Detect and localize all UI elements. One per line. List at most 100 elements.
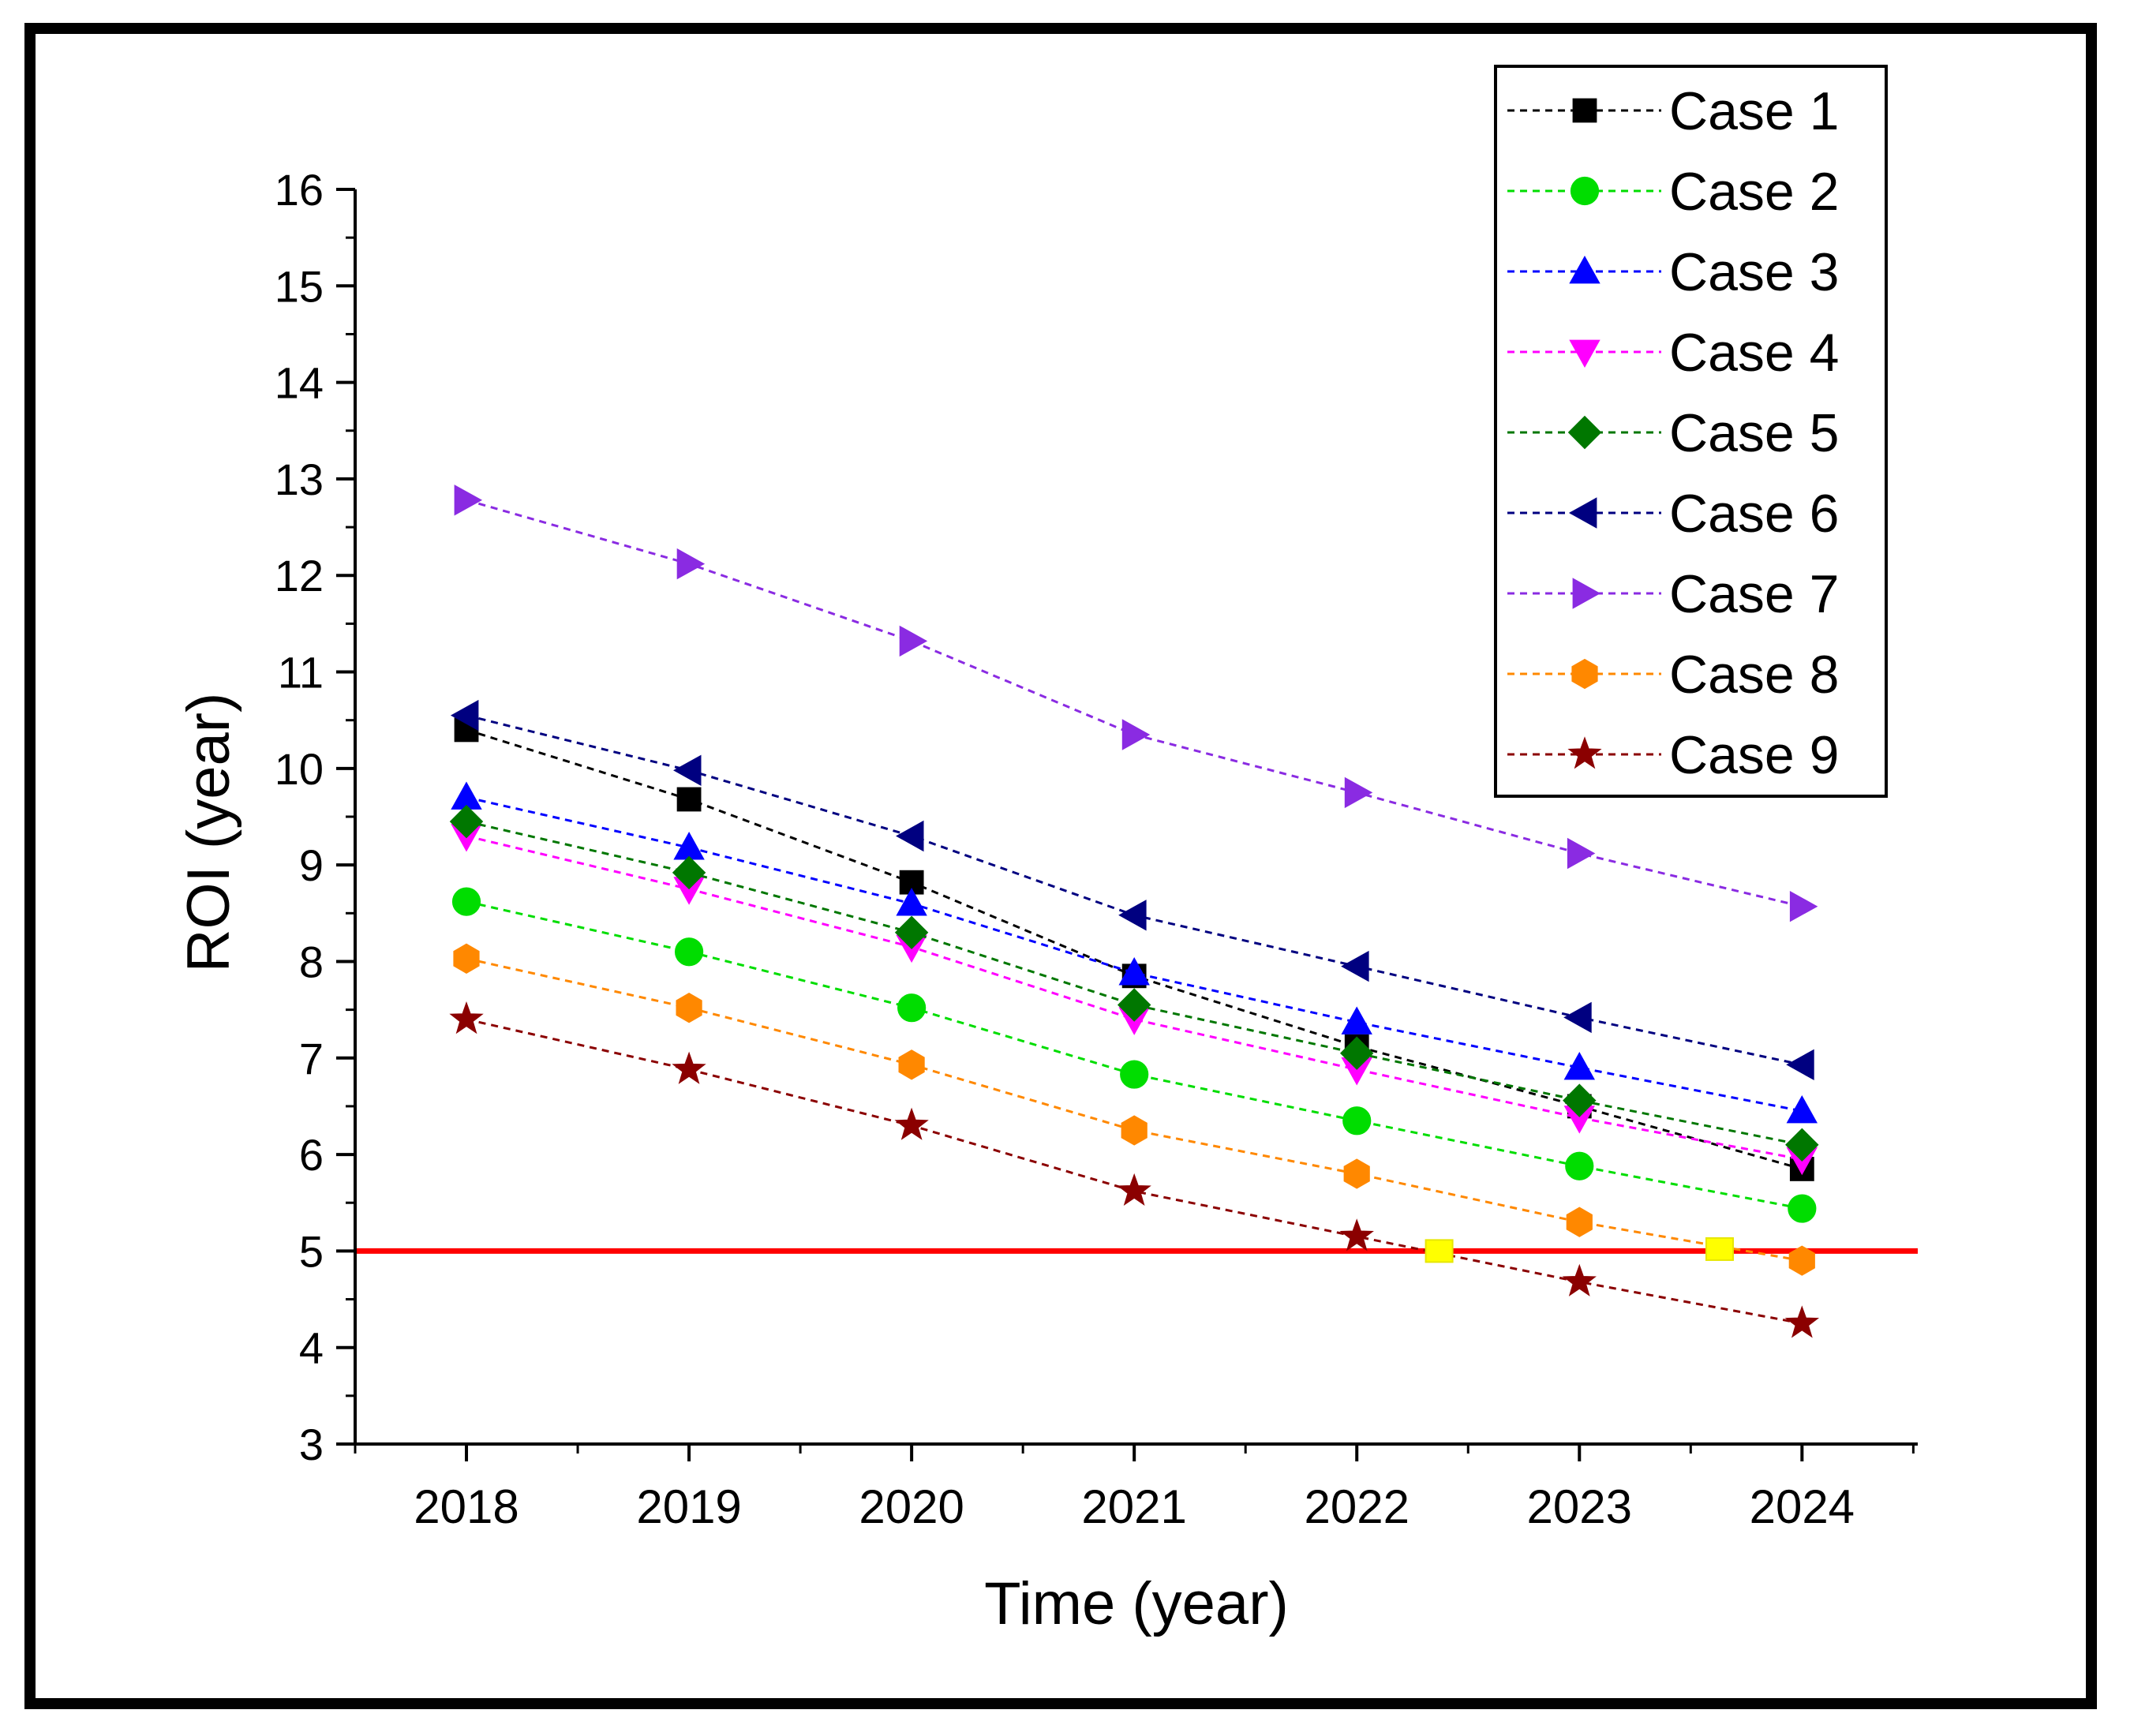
data-point (894, 1107, 929, 1140)
annotation-layer (1425, 1237, 1734, 1263)
y-tick-label: 6 (299, 1130, 324, 1180)
series-case-5 (449, 804, 1819, 1162)
data-point (676, 548, 706, 580)
y-tick-label: 9 (299, 840, 324, 890)
data-point (899, 625, 928, 657)
data-point (1786, 1049, 1814, 1080)
figure-frame (24, 23, 2097, 1709)
data-point (450, 699, 479, 731)
data-point (1784, 1305, 1820, 1338)
legend-label: Case 7 (1669, 564, 1839, 624)
y-tick-label: 16 (275, 165, 324, 215)
legend-label: Case 6 (1669, 484, 1839, 544)
legend-marker (1572, 98, 1597, 123)
data-point (1788, 1194, 1817, 1223)
x-tick-label: 2021 (1081, 1480, 1186, 1533)
data-point (1341, 1006, 1372, 1034)
data-point (449, 804, 484, 839)
series-layer (449, 485, 1820, 1338)
data-point (1562, 1263, 1597, 1296)
data-point (676, 993, 702, 1023)
data-point (1563, 1083, 1597, 1117)
data-point (896, 820, 924, 852)
y-tick-label: 8 (299, 937, 324, 986)
data-point (1339, 1218, 1374, 1251)
x-tick-label: 2023 (1527, 1480, 1632, 1533)
data-point (1786, 1094, 1818, 1124)
y-tick-label: 13 (275, 455, 324, 504)
series-case-9 (449, 1001, 1820, 1338)
data-point (1118, 957, 1150, 986)
data-point (1121, 1115, 1147, 1146)
data-point (1120, 1060, 1149, 1089)
data-point (1563, 1051, 1595, 1080)
axes: 3 4 5 6 7 8 9 10 11 12 13 14 15 16 2018 2019 2020 2021 202… (275, 165, 1918, 1533)
legend-label: Case 3 (1669, 242, 1839, 302)
y-tick-label: 4 (299, 1323, 324, 1373)
legend-label: Case 9 (1669, 725, 1839, 785)
data-point (1342, 1106, 1372, 1136)
data-point (672, 1051, 706, 1084)
data-point (676, 787, 702, 812)
legend-marker (1571, 658, 1598, 690)
series-case-3 (451, 781, 1818, 1124)
legend-marker (1572, 578, 1601, 609)
y-tick-label: 12 (275, 551, 324, 600)
data-point (1339, 1036, 1374, 1070)
legend-label: Case 2 (1669, 162, 1839, 222)
data-point (1785, 1128, 1819, 1162)
series-case-2 (451, 887, 1817, 1223)
y-tick-label: 5 (299, 1226, 324, 1276)
x-axis-title: Time (year) (984, 1570, 1289, 1637)
data-point (894, 915, 929, 950)
data-point (1563, 1001, 1592, 1034)
data-point (449, 1001, 484, 1034)
legend-label: Case 5 (1669, 403, 1839, 463)
data-point (896, 888, 927, 916)
x-tick-label: 2019 (636, 1480, 741, 1533)
y-tick-label: 10 (275, 744, 324, 794)
data-point (1117, 1173, 1151, 1206)
data-point (674, 937, 704, 967)
data-point (1789, 891, 1818, 922)
data-point (897, 993, 927, 1023)
series-case-6 (450, 699, 1814, 1080)
data-point (1344, 776, 1373, 809)
data-point (1341, 950, 1369, 982)
y-tick-label: 3 (299, 1420, 324, 1469)
data-point (451, 887, 481, 916)
y-axis-title: ROI (year) (175, 693, 242, 973)
data-point (1788, 1245, 1815, 1276)
data-point (453, 943, 480, 974)
crossing-point-marker (1425, 1239, 1454, 1263)
legend-label: Case 8 (1669, 645, 1839, 705)
x-tick-label: 2018 (414, 1480, 519, 1533)
series-case-7 (454, 485, 1818, 922)
data-point (672, 855, 706, 890)
legend-marker (1569, 255, 1600, 284)
x-tick-label: 2024 (1750, 1480, 1855, 1533)
legend: Case 1 Case 2 Case 3 Case 4 Case 5 Case 6 Case… (1494, 65, 1888, 798)
data-point (454, 485, 483, 516)
y-tick-label: 14 (275, 358, 324, 408)
data-point (1566, 1207, 1593, 1237)
crossing-point-marker (1705, 1237, 1734, 1261)
data-point (1343, 1158, 1370, 1189)
data-point (1117, 988, 1151, 1022)
y-tick-label: 7 (299, 1034, 324, 1083)
data-point (898, 1049, 925, 1080)
y-tick-label: 11 (278, 648, 324, 698)
legend-label: Case 1 (1669, 81, 1839, 141)
legend-marker (1567, 415, 1602, 450)
data-point (1118, 900, 1147, 931)
data-point (1565, 1151, 1594, 1180)
y-tick-label: 15 (275, 261, 324, 311)
legend-label: Case 4 (1669, 323, 1839, 383)
legend-marker (1569, 339, 1600, 369)
data-point (673, 754, 702, 786)
legend-marker (1568, 497, 1597, 529)
data-point (1567, 837, 1596, 870)
x-tick-label: 2020 (859, 1480, 964, 1533)
x-tick-label: 2022 (1304, 1480, 1409, 1533)
